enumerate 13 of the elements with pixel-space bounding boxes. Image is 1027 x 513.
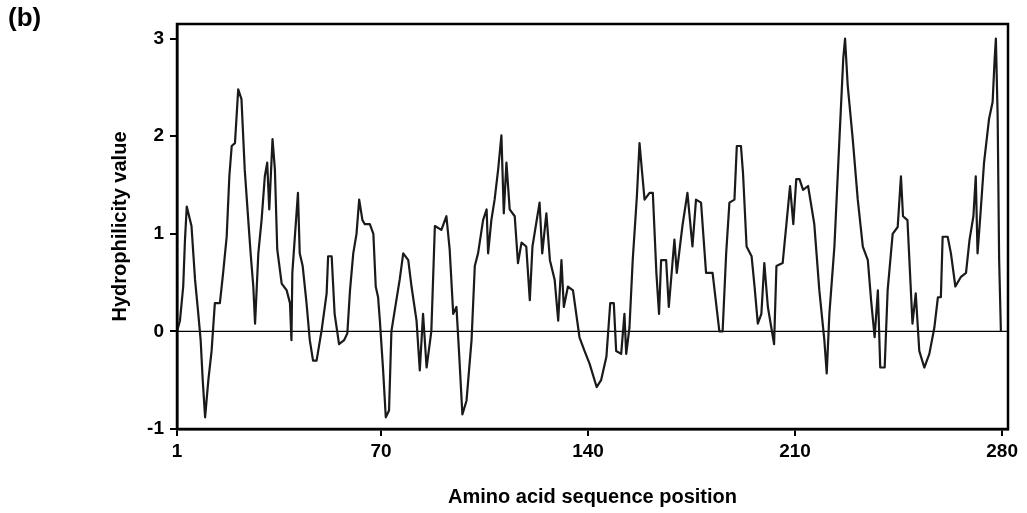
x-tick-label: 140 [572,439,604,461]
y-tick-label: 1 [153,222,165,244]
y-tick-label: 2 [153,124,164,146]
x-tick-label: 1 [171,439,183,461]
x-tick-label: 210 [779,439,811,461]
text: (b) [8,2,42,33]
x-tick-label: 280 [986,439,1018,461]
y-axis-title: Hydrophilicity value [107,131,130,322]
y-tick-label: 3 [153,26,164,48]
y-tick-label: 0 [153,319,164,341]
x-tick-label: 70 [370,439,392,461]
x-axis-title: Amino acid sequence position [448,484,737,507]
y-tick-label: -1 [147,417,165,439]
